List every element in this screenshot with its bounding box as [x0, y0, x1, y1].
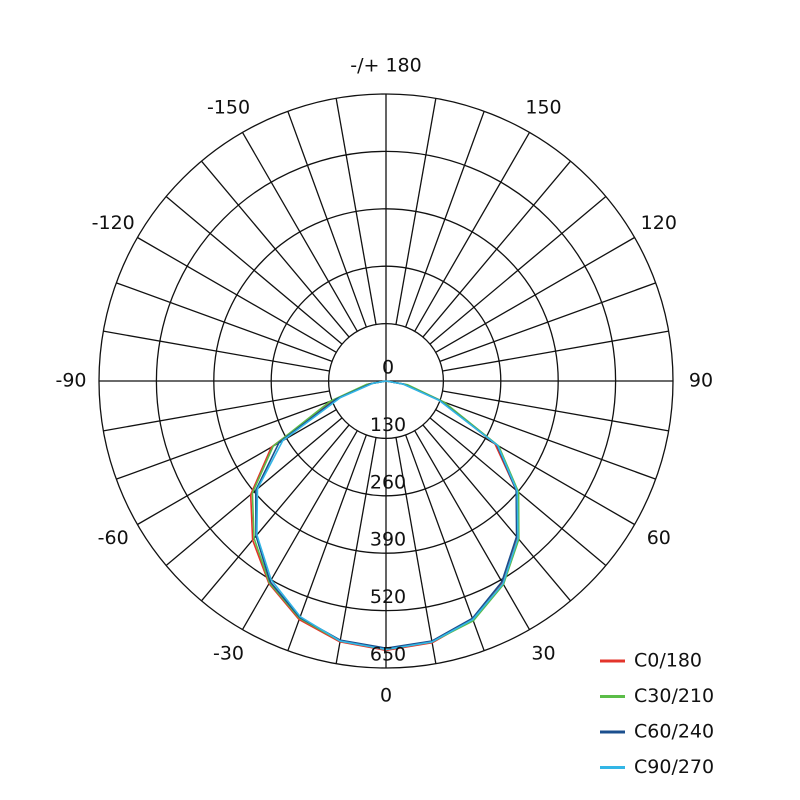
- angle-tick-label: -120: [92, 212, 135, 234]
- angle-tick-label: 90: [689, 370, 713, 392]
- spoke: [116, 282, 333, 362]
- spoke: [335, 98, 377, 325]
- spoke: [439, 400, 656, 480]
- spoke: [395, 437, 437, 664]
- spoke: [414, 430, 531, 630]
- spoke: [442, 330, 669, 372]
- legend: C0/180 C30/210 C60/240 C90/270: [600, 650, 714, 778]
- spoke: [201, 160, 350, 338]
- radial-tick-label: 0: [382, 357, 394, 379]
- spoke: [422, 160, 571, 338]
- angle-tick-label: 150: [525, 97, 561, 119]
- spoke: [287, 111, 367, 328]
- spoke: [103, 330, 330, 372]
- angle-tick-label: 60: [647, 527, 671, 549]
- angle-tick-label: 30: [531, 642, 555, 664]
- spoke: [241, 132, 358, 332]
- angle-tick-label: -/+ 180: [350, 55, 421, 77]
- spoke: [137, 409, 337, 526]
- spoke: [405, 111, 485, 328]
- spoke: [442, 390, 669, 432]
- angle-tick-label: 120: [641, 212, 677, 234]
- legend-label: C60/240: [634, 721, 714, 743]
- radial-tick-label: 650: [370, 644, 406, 666]
- spoke: [201, 424, 350, 602]
- spoke: [435, 409, 635, 526]
- curves: [249, 380, 520, 652]
- spoke: [165, 196, 343, 345]
- spoke: [137, 236, 337, 353]
- legend-label: C90/270: [634, 756, 714, 778]
- angle-tick-label: -150: [207, 97, 250, 119]
- angle-tick-label: -60: [98, 527, 129, 549]
- labels: 0 130 260 390 520 650 -150 -120 -90 -60 -30 0 30 60 90…: [55, 55, 713, 707]
- spoke: [405, 434, 485, 651]
- spoke: [414, 132, 531, 332]
- spoke: [422, 424, 571, 602]
- angle-tick-label: -90: [55, 370, 86, 392]
- radial-tick-label: 130: [370, 414, 406, 436]
- spoke: [435, 236, 635, 353]
- series-curve: [256, 380, 519, 651]
- spoke: [165, 417, 343, 566]
- spoke: [103, 390, 330, 432]
- legend-label: C30/210: [634, 685, 714, 707]
- angle-tick-label: 0: [380, 685, 392, 707]
- radial-tick-label: 520: [370, 586, 406, 608]
- spoke: [395, 98, 437, 325]
- spoke: [429, 196, 607, 345]
- spoke: [439, 282, 656, 362]
- spoke: [116, 400, 333, 480]
- radial-tick-label: 260: [370, 471, 406, 493]
- radial-tick-label: 390: [370, 529, 406, 551]
- legend-label: C0/180: [634, 650, 702, 672]
- spoke: [241, 430, 358, 630]
- angle-tick-label: -30: [213, 642, 244, 664]
- spoke: [287, 434, 367, 651]
- spoke: [335, 437, 377, 664]
- grid: [98, 93, 674, 669]
